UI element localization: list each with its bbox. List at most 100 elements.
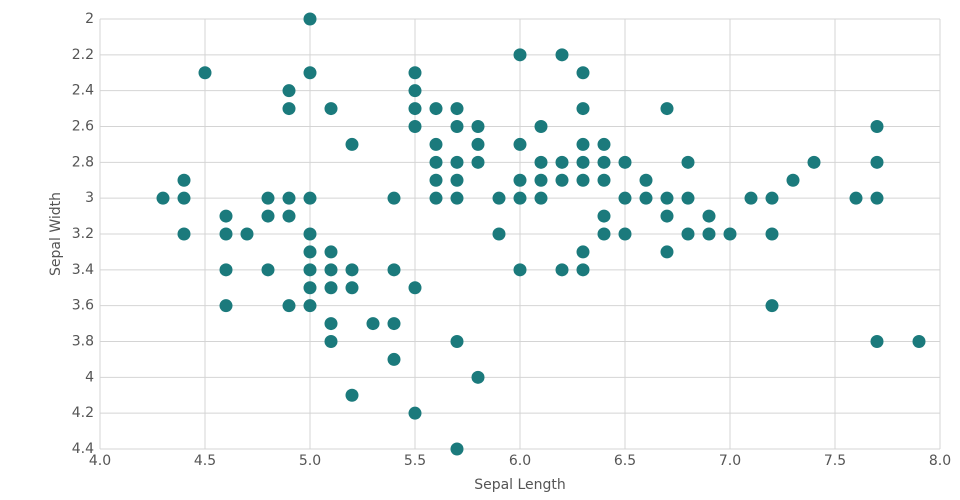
point [219,299,233,313]
point [450,120,464,133]
y-tick-label: 3 [85,190,94,206]
point [597,227,611,241]
point [870,120,884,133]
point [450,191,464,205]
y-tick-label: 3.4 [72,262,94,278]
point [198,66,212,80]
point [660,191,674,205]
point [534,120,548,133]
point [408,406,422,420]
point [345,388,359,402]
point [387,263,401,277]
y-tick-label: 4.2 [72,405,94,421]
point [408,281,422,295]
point [576,66,590,80]
point [324,263,338,277]
point [408,102,422,116]
point [702,209,716,223]
point [471,155,485,169]
point [555,48,569,62]
y-tick-label: 4 [85,369,94,385]
point [576,263,590,277]
point [702,227,716,241]
x-tick-label: 5.0 [299,453,321,469]
point [765,299,779,313]
point [303,191,317,205]
x-axis-title: Sepal Length [474,477,566,493]
point [555,155,569,169]
point [261,209,275,223]
point [282,84,296,98]
point [660,209,674,223]
point [303,281,317,295]
point [576,155,590,169]
x-tick-label: 7.0 [719,453,741,469]
point [786,173,800,187]
x-tick-label: 5.5 [404,453,426,469]
point [219,227,233,241]
point [387,191,401,205]
point [156,191,170,205]
point [408,84,422,98]
point [282,191,296,205]
x-tick-label: 6.0 [509,453,531,469]
point [450,173,464,187]
point [513,48,527,62]
point [849,191,863,205]
point [576,102,590,116]
point [681,227,695,241]
point [429,102,443,116]
point [240,227,254,241]
point [261,191,275,205]
point [660,102,674,116]
point [177,191,191,205]
y-tick-label: 2.4 [72,83,94,99]
point [597,173,611,187]
point [324,317,338,331]
point [639,191,653,205]
point [912,335,926,348]
point [303,299,317,313]
point [513,137,527,151]
y-tick-label: 3.2 [72,226,94,242]
point [765,227,779,241]
point [597,137,611,151]
point [576,137,590,151]
point [303,263,317,277]
point [345,137,359,151]
point [429,191,443,205]
point [660,245,674,259]
x-tick-label: 4.5 [194,453,216,469]
point [870,191,884,205]
point [282,209,296,223]
point [492,227,506,241]
point [303,245,317,259]
point [576,173,590,187]
point [576,245,590,259]
point [534,155,548,169]
point [177,173,191,187]
point [513,173,527,187]
point [450,155,464,169]
point [597,155,611,169]
point [471,370,485,384]
point [366,317,380,331]
point [534,191,548,205]
point [429,137,443,151]
point [450,102,464,116]
point [408,120,422,133]
y-tick-label: 2 [85,11,94,27]
point [555,263,569,277]
y-tick-label: 2.6 [72,119,94,135]
point [492,191,506,205]
point [450,335,464,348]
y-tick-label: 4.4 [72,441,94,457]
point [429,173,443,187]
x-tick-label: 8.0 [929,453,951,469]
point [282,102,296,116]
point [429,155,443,169]
point [723,227,737,241]
point [303,66,317,80]
x-tick-label: 6.5 [614,453,636,469]
